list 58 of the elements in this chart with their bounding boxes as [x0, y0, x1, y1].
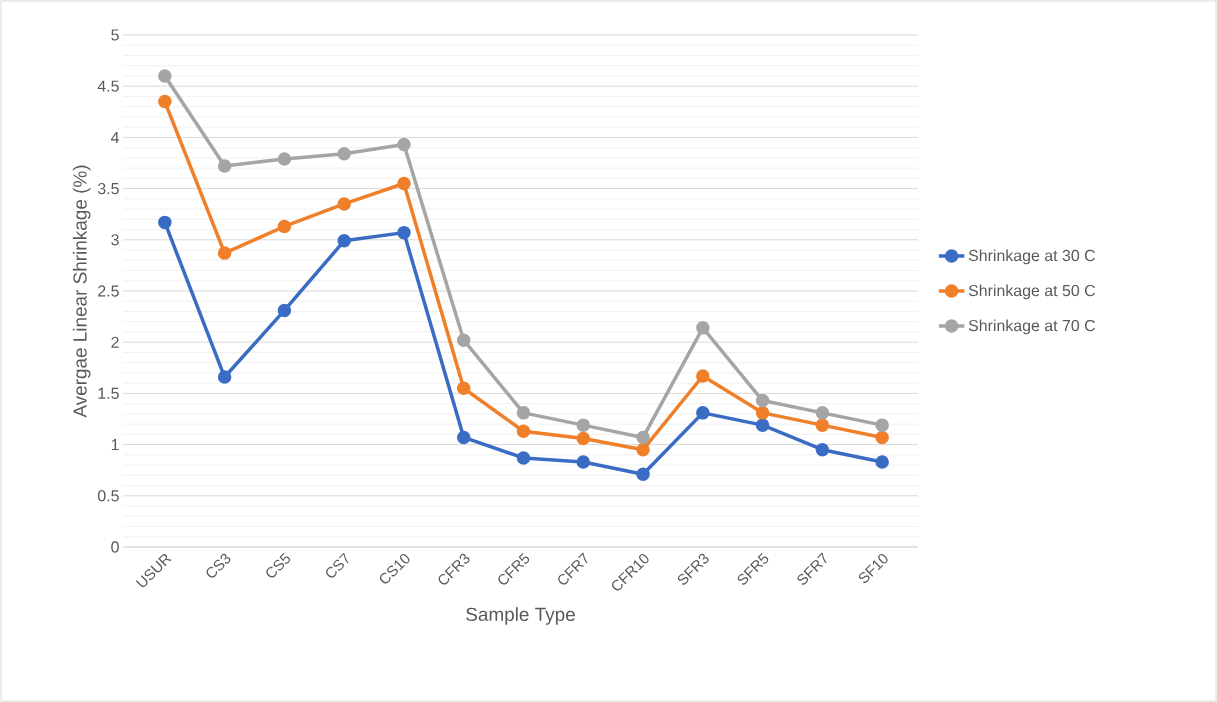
y-tick-label: 1.5	[98, 387, 119, 399]
y-tick-label: 0	[111, 541, 119, 553]
point	[696, 406, 710, 420]
point	[277, 152, 292, 166]
point	[456, 430, 471, 445]
point	[875, 455, 889, 469]
point	[875, 430, 889, 445]
y-tick-label: 4	[110, 131, 120, 143]
point	[516, 424, 531, 439]
point	[337, 234, 351, 248]
point	[456, 381, 471, 396]
y-tick-label: 3.5	[97, 182, 119, 195]
point	[576, 418, 591, 432]
point	[516, 451, 531, 465]
x-tick-label: CS7	[326, 552, 349, 578]
x-tick-label: CS3	[206, 553, 231, 578]
point	[277, 303, 292, 318]
point	[815, 418, 830, 432]
point	[397, 137, 411, 152]
x-tick-label: CS5	[266, 552, 291, 578]
point	[217, 246, 232, 260]
point	[576, 431, 591, 446]
legend-label: Shrinkage at 70 C	[968, 319, 1096, 335]
point	[696, 321, 710, 335]
y-tick-label: 1	[111, 439, 119, 451]
y-tick-label: 3	[111, 234, 119, 246]
y-axis-title: Avergae Linear Shrinkage (%)	[72, 165, 91, 418]
point	[636, 442, 650, 457]
point	[337, 197, 351, 211]
point	[397, 225, 411, 240]
point	[516, 406, 531, 420]
point	[636, 467, 650, 482]
y-tick-label: 5	[111, 29, 119, 41]
point	[158, 94, 172, 109]
point	[456, 333, 471, 347]
point	[217, 159, 232, 173]
point	[815, 442, 830, 457]
y-tick-label: 2	[111, 336, 119, 348]
point	[696, 369, 710, 383]
x-axis-title: Sample Type	[466, 607, 575, 625]
legend-label: Shrinkage at 30 C	[968, 249, 1096, 265]
point	[755, 393, 770, 408]
legend-label: Shrinkage at 50 C	[968, 284, 1096, 300]
point	[755, 406, 770, 420]
point	[158, 215, 172, 230]
point	[158, 69, 172, 83]
point	[815, 406, 830, 420]
point	[337, 147, 351, 161]
point	[277, 219, 292, 234]
y-tick-label: 0.5	[97, 490, 119, 502]
point	[875, 418, 889, 432]
point	[755, 418, 770, 432]
y-tick-label: 2.5	[98, 285, 119, 297]
point	[636, 430, 650, 445]
y-tick-label: 4.5	[97, 80, 119, 92]
point	[397, 176, 411, 191]
point	[576, 455, 591, 469]
point	[217, 370, 232, 384]
